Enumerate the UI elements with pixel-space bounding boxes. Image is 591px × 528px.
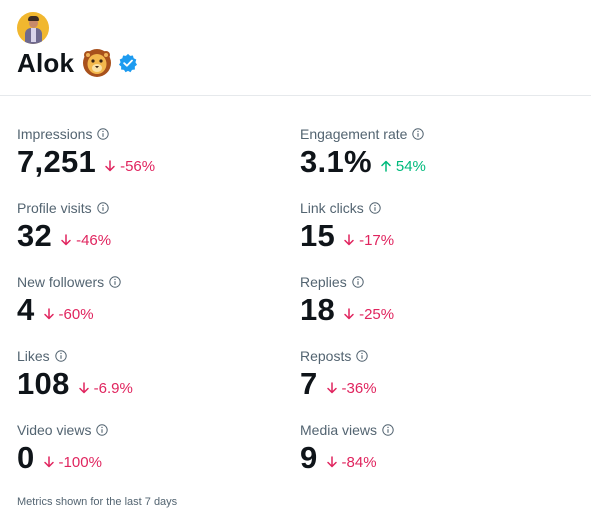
metric-change-text: -46% — [76, 231, 112, 249]
metric-change: -25% — [343, 306, 394, 323]
metric-change-text: -84% — [341, 453, 377, 471]
metric-label: Link clicks — [300, 200, 364, 216]
metric-value-row: 32 -46% — [17, 219, 287, 253]
metric-change-text: -17% — [359, 231, 395, 249]
metric-value: 9 — [300, 440, 318, 475]
metric-value-row: 7,251 -56% — [17, 145, 287, 179]
profile-header: Alok — [0, 0, 591, 96]
info-icon[interactable] — [54, 350, 67, 362]
profile-name[interactable]: Alok — [17, 48, 75, 78]
metric-label: Reposts — [300, 348, 352, 364]
arrow-down-icon — [326, 456, 337, 468]
info-icon[interactable] — [96, 202, 109, 214]
metric-change: -100% — [43, 454, 102, 471]
metric-label: New followers — [17, 274, 105, 290]
metric-label-row: Impressions — [17, 124, 287, 144]
metric-value: 4 — [17, 292, 35, 327]
metric-label: Likes — [17, 348, 50, 364]
metric-label: Replies — [300, 274, 347, 290]
arrow-down-icon — [43, 308, 54, 320]
metric-value-row: 0 -100% — [17, 441, 287, 475]
metrics-footnote: Metrics shown for the last 7 days — [17, 496, 178, 508]
metric-value-row: 4 -60% — [17, 293, 287, 327]
metric-value: 108 — [17, 366, 70, 401]
metric-value-row: 9 -84% — [300, 441, 570, 475]
arrow-up-icon — [381, 160, 391, 172]
metric-change: -60% — [43, 306, 94, 323]
metric-change-text: 54% — [395, 157, 426, 175]
metric-label-row: Engagement rate — [300, 124, 570, 144]
metric-replies: Replies 18 -25% — [300, 272, 570, 342]
metric-label-row: Replies — [300, 272, 570, 292]
metric-value-row: 3.1% 54% — [300, 145, 570, 179]
metric-label-row: Link clicks — [300, 198, 570, 218]
metric-label: Impressions — [17, 126, 93, 142]
name-row: Alok — [17, 45, 138, 81]
metric-reposts: Reposts 7 -36% — [300, 346, 570, 416]
metric-label: Media views — [300, 422, 378, 438]
metric-change: -36% — [326, 380, 377, 397]
metric-change: -6.9% — [78, 380, 133, 397]
metric-label: Video views — [17, 422, 92, 438]
metric-change-text: -6.9% — [93, 379, 133, 397]
metric-label-row: Likes — [17, 346, 287, 366]
metric-impressions: Impressions 7,251 -56% — [17, 124, 287, 194]
metric-link-clicks: Link clicks 15 -17% — [300, 198, 570, 268]
metric-label-row: Media views — [300, 420, 570, 440]
metric-change-text: -36% — [341, 379, 377, 397]
lion-face-icon — [83, 49, 112, 77]
arrow-down-icon — [61, 234, 71, 246]
arrow-down-icon — [43, 456, 54, 468]
metric-label-row: Profile visits — [17, 198, 287, 218]
metric-change: -56% — [104, 158, 155, 175]
arrow-down-icon — [326, 382, 337, 394]
metric-value: 15 — [300, 218, 336, 253]
metric-value-row: 15 -17% — [300, 219, 570, 253]
metric-value: 7 — [300, 366, 318, 401]
arrow-down-icon — [105, 160, 115, 172]
metric-change-text: -100% — [58, 453, 102, 471]
metric-profile-visits: Profile visits 32 -46% — [17, 198, 287, 268]
info-icon[interactable] — [352, 276, 364, 288]
arrow-down-icon — [344, 308, 354, 320]
metric-change: 54% — [380, 158, 426, 175]
metric-engagement-rate: Engagement rate 3.1% 54% — [300, 124, 570, 194]
metric-value: 7,251 — [17, 144, 97, 179]
info-icon[interactable] — [356, 350, 369, 362]
metric-change: -84% — [326, 454, 377, 471]
metric-label: Profile visits — [17, 200, 92, 216]
metric-video-views: Video views 0 -100% — [17, 420, 287, 490]
metric-value: 32 — [17, 218, 53, 253]
metric-change-text: -25% — [359, 305, 395, 323]
arrow-down-icon — [344, 234, 354, 246]
metric-likes: Likes 108 -6.9% — [17, 346, 287, 416]
metric-value-row: 108 -6.9% — [17, 367, 287, 401]
info-icon[interactable] — [382, 424, 394, 436]
metric-change: -17% — [343, 232, 394, 249]
metric-label-row: Reposts — [300, 346, 570, 366]
arrow-down-icon — [78, 382, 89, 394]
metric-label-row: Video views — [17, 420, 287, 440]
metric-value: 0 — [17, 440, 35, 475]
metric-new-followers: New followers 4 -60% — [17, 272, 287, 342]
info-icon[interactable] — [369, 202, 381, 214]
verified-badge-icon — [119, 53, 138, 73]
metric-label: Engagement rate — [300, 126, 408, 142]
metric-label-row: New followers — [17, 272, 287, 292]
metric-change-text: -56% — [120, 157, 156, 175]
metric-change-text: -60% — [58, 305, 94, 323]
info-icon[interactable] — [109, 276, 121, 288]
metric-media-views: Media views 9 -84% — [300, 420, 570, 490]
metric-value-row: 7 -36% — [300, 367, 570, 401]
info-icon[interactable] — [412, 128, 425, 140]
info-icon[interactable] — [97, 128, 110, 140]
metric-value: 3.1% — [300, 144, 372, 179]
metric-value-row: 18 -25% — [300, 293, 570, 327]
metric-value: 18 — [300, 292, 336, 327]
metric-change: -46% — [60, 232, 111, 249]
avatar[interactable] — [17, 12, 49, 44]
info-icon[interactable] — [96, 424, 109, 436]
